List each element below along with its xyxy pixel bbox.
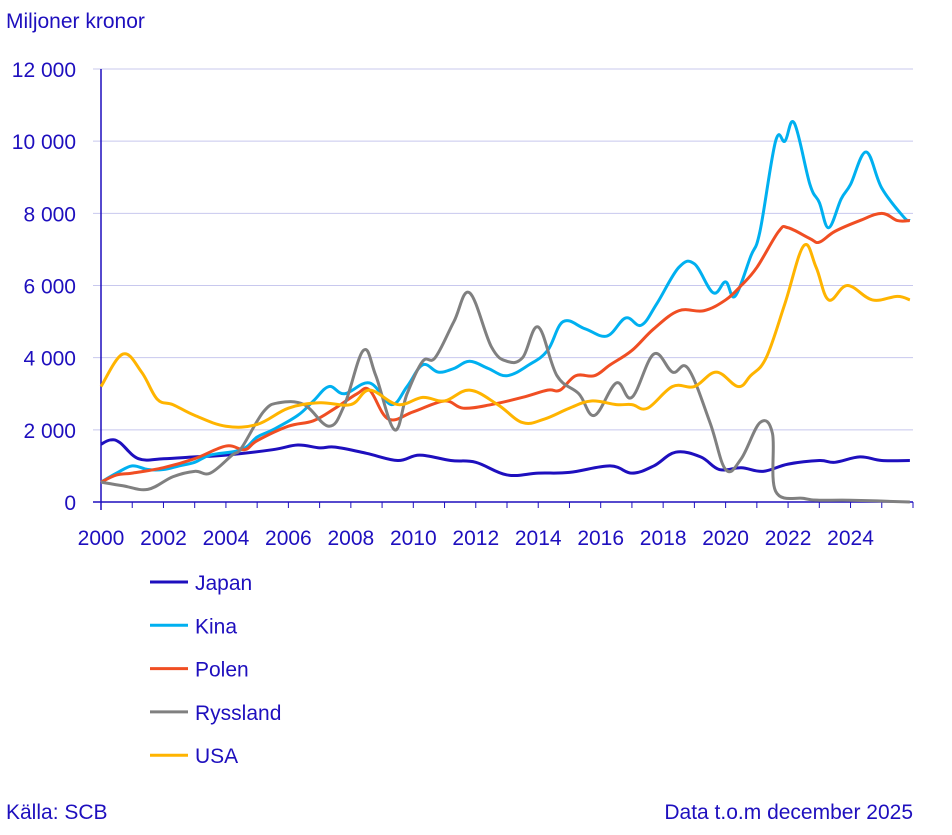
series-line-japan: [100, 438, 910, 478]
y-tick-label: 10 000: [12, 131, 76, 154]
y-tick-label: 6 000: [23, 276, 76, 299]
x-tick-label: 2008: [327, 527, 374, 550]
x-tick-label: 2012: [452, 527, 499, 550]
y-tick-label: 8 000: [23, 203, 76, 226]
x-tick-label: 2024: [827, 527, 874, 550]
x-tick-label: 2006: [265, 527, 312, 550]
legend-item-polen: Polen: [150, 659, 249, 682]
legend-label: Japan: [195, 572, 252, 595]
legend-item-ryssland: Ryssland: [150, 702, 281, 725]
x-tick-label: 2000: [78, 527, 125, 550]
legend-label: Kina: [195, 615, 237, 638]
y-axis-label: Miljoner kronor: [6, 10, 145, 33]
legend-item-usa: USA: [150, 745, 238, 768]
y-tick-label: 4 000: [23, 348, 76, 371]
series-line-usa: [99, 242, 911, 429]
data-note: Data t.o.m december 2025: [664, 801, 913, 824]
x-tick-label: 2022: [765, 527, 812, 550]
x-tick-label: 2010: [390, 527, 437, 550]
legend-item-japan: Japan: [150, 572, 252, 595]
x-tick-label: 2014: [515, 527, 562, 550]
legend-label: Ryssland: [195, 702, 281, 725]
x-tick-label: 2002: [140, 527, 187, 550]
series-line-ryssland: [100, 290, 910, 504]
legend-label: USA: [195, 745, 238, 768]
x-tick-label: 2004: [203, 527, 250, 550]
y-tick-label: 12 000: [12, 59, 76, 82]
series-line-kina: [100, 120, 911, 484]
series-line-polen: [100, 211, 910, 484]
x-tick-label: 2020: [702, 527, 749, 550]
y-tick-label: 0: [64, 492, 76, 515]
x-tick-label: 2018: [640, 527, 687, 550]
y-tick-label: 2 000: [23, 420, 76, 443]
source-note: Källa: SCB: [6, 801, 108, 824]
x-tick-label: 2016: [577, 527, 624, 550]
legend-item-kina: Kina: [150, 615, 237, 638]
legend-label: Polen: [195, 659, 249, 682]
